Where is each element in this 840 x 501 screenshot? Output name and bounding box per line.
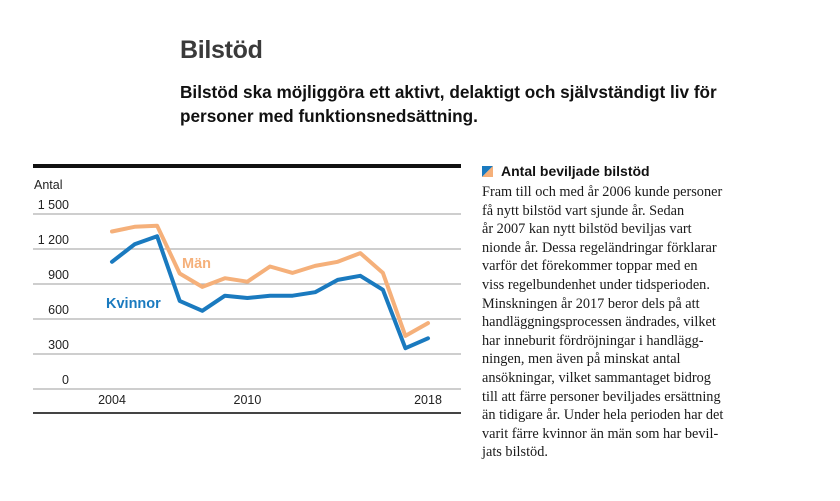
body-line: Minskningen år 2017 beror dels på att (482, 295, 700, 312)
series-label-kvinnor: Kvinnor (106, 296, 161, 312)
x-tick-label: 2018 (414, 393, 442, 407)
body-line: handläggningsprocessen ändrades, vilket (482, 314, 716, 331)
chart-svg: Antal 0 300 600 900 1 200 1 500 Män Kvinnor 2… (33, 164, 461, 414)
page-title: Bilstöd (180, 36, 263, 64)
chart: Antal 0 300 600 900 1 200 1 500 Män Kvinnor 2… (33, 164, 461, 414)
xtick-layer: 2004 2010 2018 (98, 393, 442, 407)
series-label-man: Män (182, 256, 211, 272)
body-line: jats bilstöd. (482, 444, 548, 461)
body-line: Fram till och med år 2006 kunde personer (482, 184, 723, 200)
body-line: viss regelbundenhet under tidsperioden. (482, 276, 710, 293)
body-line: nionde år. Dessa regeländringar förklara… (482, 239, 717, 256)
y-tick-label: 600 (48, 303, 69, 317)
body-line: få nytt bilstöd vart sjunde år. Sedan (482, 202, 685, 219)
y-axis-label: Antal (34, 178, 63, 192)
body-line: år 2007 kan nytt bilstöd beviljas vart (482, 221, 692, 238)
series-line-man (110, 223, 430, 338)
body-line: varit färre kvinnor än män som har bevil… (482, 425, 719, 442)
body-line: varför det förekommer toppar med en (482, 258, 698, 275)
y-tick-label: 300 (48, 338, 69, 352)
body-line: ansökningar, vilket sammantaget bidrog (482, 369, 711, 386)
body-line: ningen, men även på minskat antal (482, 351, 681, 368)
y-tick-label: 900 (48, 268, 69, 282)
y-tick-label: 1 200 (38, 233, 69, 247)
grid-layer: 0 300 600 900 1 200 1 500 (33, 198, 461, 390)
side-body: Fram till och med år 2006 kunde personer… (482, 183, 782, 462)
side-heading-text: Antal beviljade bilstöd (501, 163, 650, 179)
legend-split-icon (482, 165, 493, 177)
series-layer (110, 223, 430, 351)
body-line: än tidigare år. Under hela perioden har … (482, 407, 724, 424)
body-line: till att färre personer beviljades ersät… (482, 388, 721, 405)
side-heading: Antal beviljade bilstöd (482, 163, 650, 179)
body-line: har inneburit fördröjningar i handlägg- (482, 332, 704, 349)
page-lead: Bilstöd ska möjliggöra ett aktivt, delak… (180, 82, 717, 126)
y-tick-label: 1 500 (38, 198, 69, 212)
x-tick-label: 2004 (98, 393, 126, 407)
x-tick-label: 2010 (234, 393, 262, 407)
series-line-kvinnor (110, 234, 430, 351)
y-tick-label: 0 (62, 373, 69, 387)
